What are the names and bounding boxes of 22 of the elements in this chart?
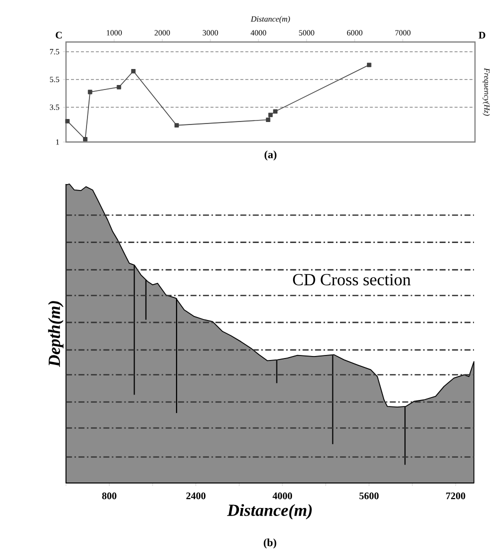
x-tick-label: 5600: [359, 492, 379, 500]
x-tick-label: 2400: [186, 492, 206, 500]
text: (a): [264, 150, 276, 160]
text: C: [56, 32, 62, 38]
x-axis-title: Distance(m): [227, 504, 312, 520]
point: [268, 112, 273, 118]
point: [83, 137, 88, 142]
x-tick-label: 800: [102, 492, 116, 500]
x-tick-label: 4000: [272, 492, 292, 500]
point: [65, 118, 70, 124]
point: [88, 90, 92, 94]
y-axis-title: Depth(m): [48, 301, 64, 368]
annotation: CD Cross section: [293, 274, 411, 286]
point: [366, 62, 372, 68]
point: [174, 123, 179, 128]
point: [273, 109, 278, 114]
point: [116, 84, 122, 90]
point: [131, 68, 136, 74]
text: (b): [264, 538, 276, 548]
text: D: [478, 32, 486, 38]
point: [266, 118, 270, 122]
x-tick-label: 7200: [446, 492, 466, 500]
